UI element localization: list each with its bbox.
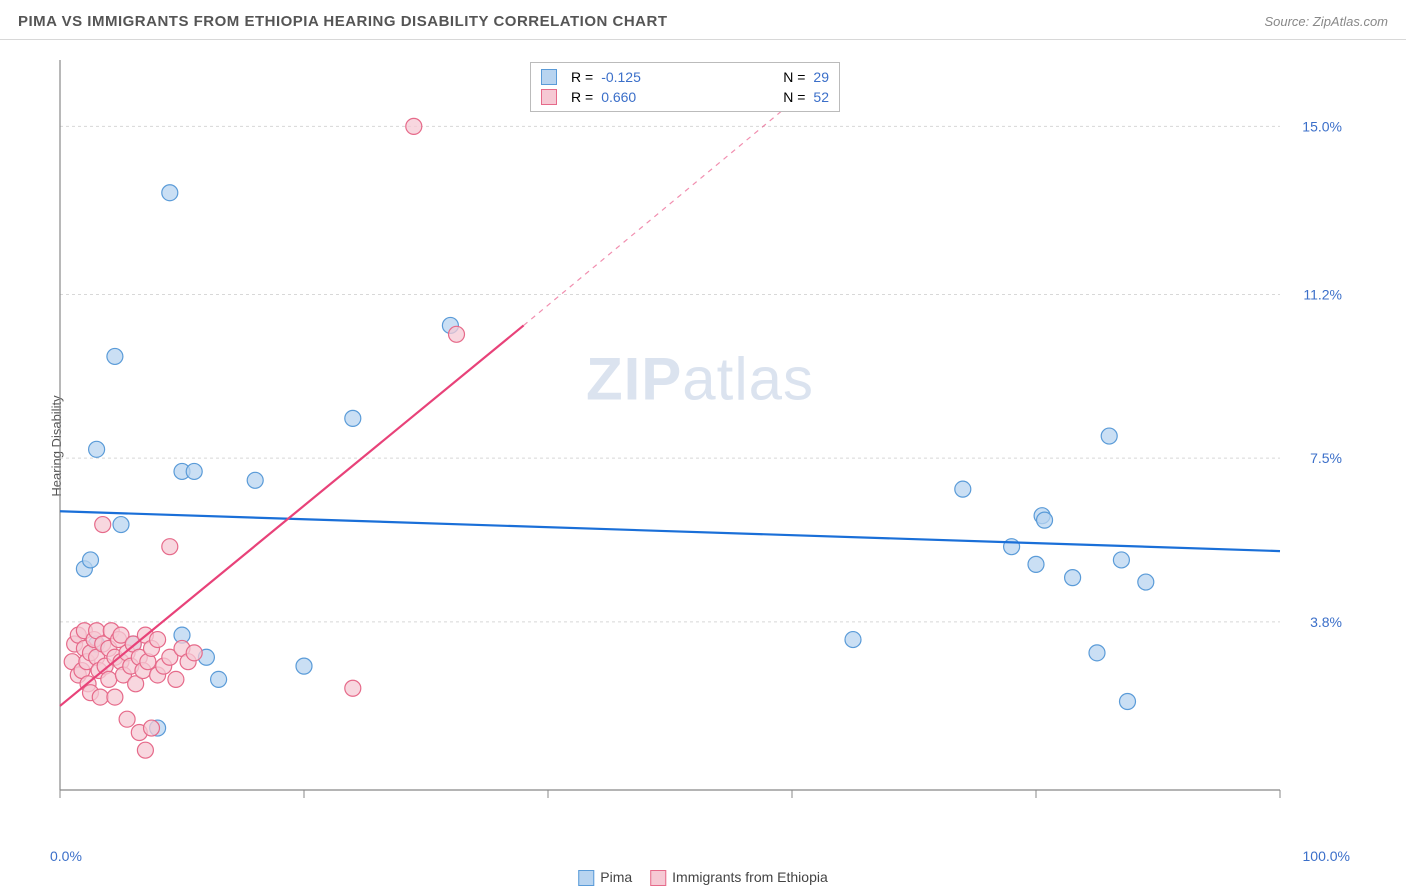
stats-swatch: [541, 69, 557, 85]
stats-row: R = -0.125 N = 29: [541, 67, 829, 87]
chart-header: PIMA VS IMMIGRANTS FROM ETHIOPIA HEARING…: [0, 0, 1406, 40]
stat-n-label: N =: [783, 69, 805, 85]
stat-n-label: N =: [783, 89, 805, 105]
plot-area: 3.8%7.5%11.2%15.0% ZIPatlas R = -0.125N …: [50, 60, 1350, 820]
stat-r-label: R =: [571, 89, 593, 105]
stat-r-value: -0.125: [601, 69, 641, 85]
footer-legend: Pima Immigrants from Ethiopia: [578, 869, 828, 886]
stats-row: R = 0.660 N = 52: [541, 87, 829, 107]
source-label: Source: ZipAtlas.com: [1264, 14, 1388, 29]
legend-label: Immigrants from Ethiopia: [672, 869, 828, 885]
stats-legend-box: R = -0.125 N = 29 R = 0.660 N = 52: [530, 62, 840, 112]
scatter-chart: 3.8% 7.5% 11.2% 15.0%: [50, 60, 1350, 820]
stat-r-value: 0.660: [601, 89, 636, 105]
svg-text:3.8%: 3.8%: [1310, 614, 1342, 630]
stat-n-value: 52: [813, 89, 829, 105]
svg-text:15.0%: 15.0%: [1302, 118, 1342, 134]
legend-label: Pima: [600, 869, 632, 885]
x-axis-min-label: 0.0%: [50, 848, 82, 864]
svg-text:7.5%: 7.5%: [1310, 450, 1342, 466]
legend-item: Pima: [578, 869, 632, 886]
stats-swatch: [541, 89, 557, 105]
stat-r-label: R =: [571, 69, 593, 85]
x-axis-max-label: 100.0%: [1303, 848, 1350, 864]
legend-item: Immigrants from Ethiopia: [650, 869, 828, 886]
chart-title: PIMA VS IMMIGRANTS FROM ETHIOPIA HEARING…: [18, 13, 668, 30]
svg-text:11.2%: 11.2%: [1303, 286, 1342, 302]
legend-swatch: [650, 870, 666, 886]
stat-n-value: 29: [813, 69, 829, 85]
legend-swatch: [578, 870, 594, 886]
